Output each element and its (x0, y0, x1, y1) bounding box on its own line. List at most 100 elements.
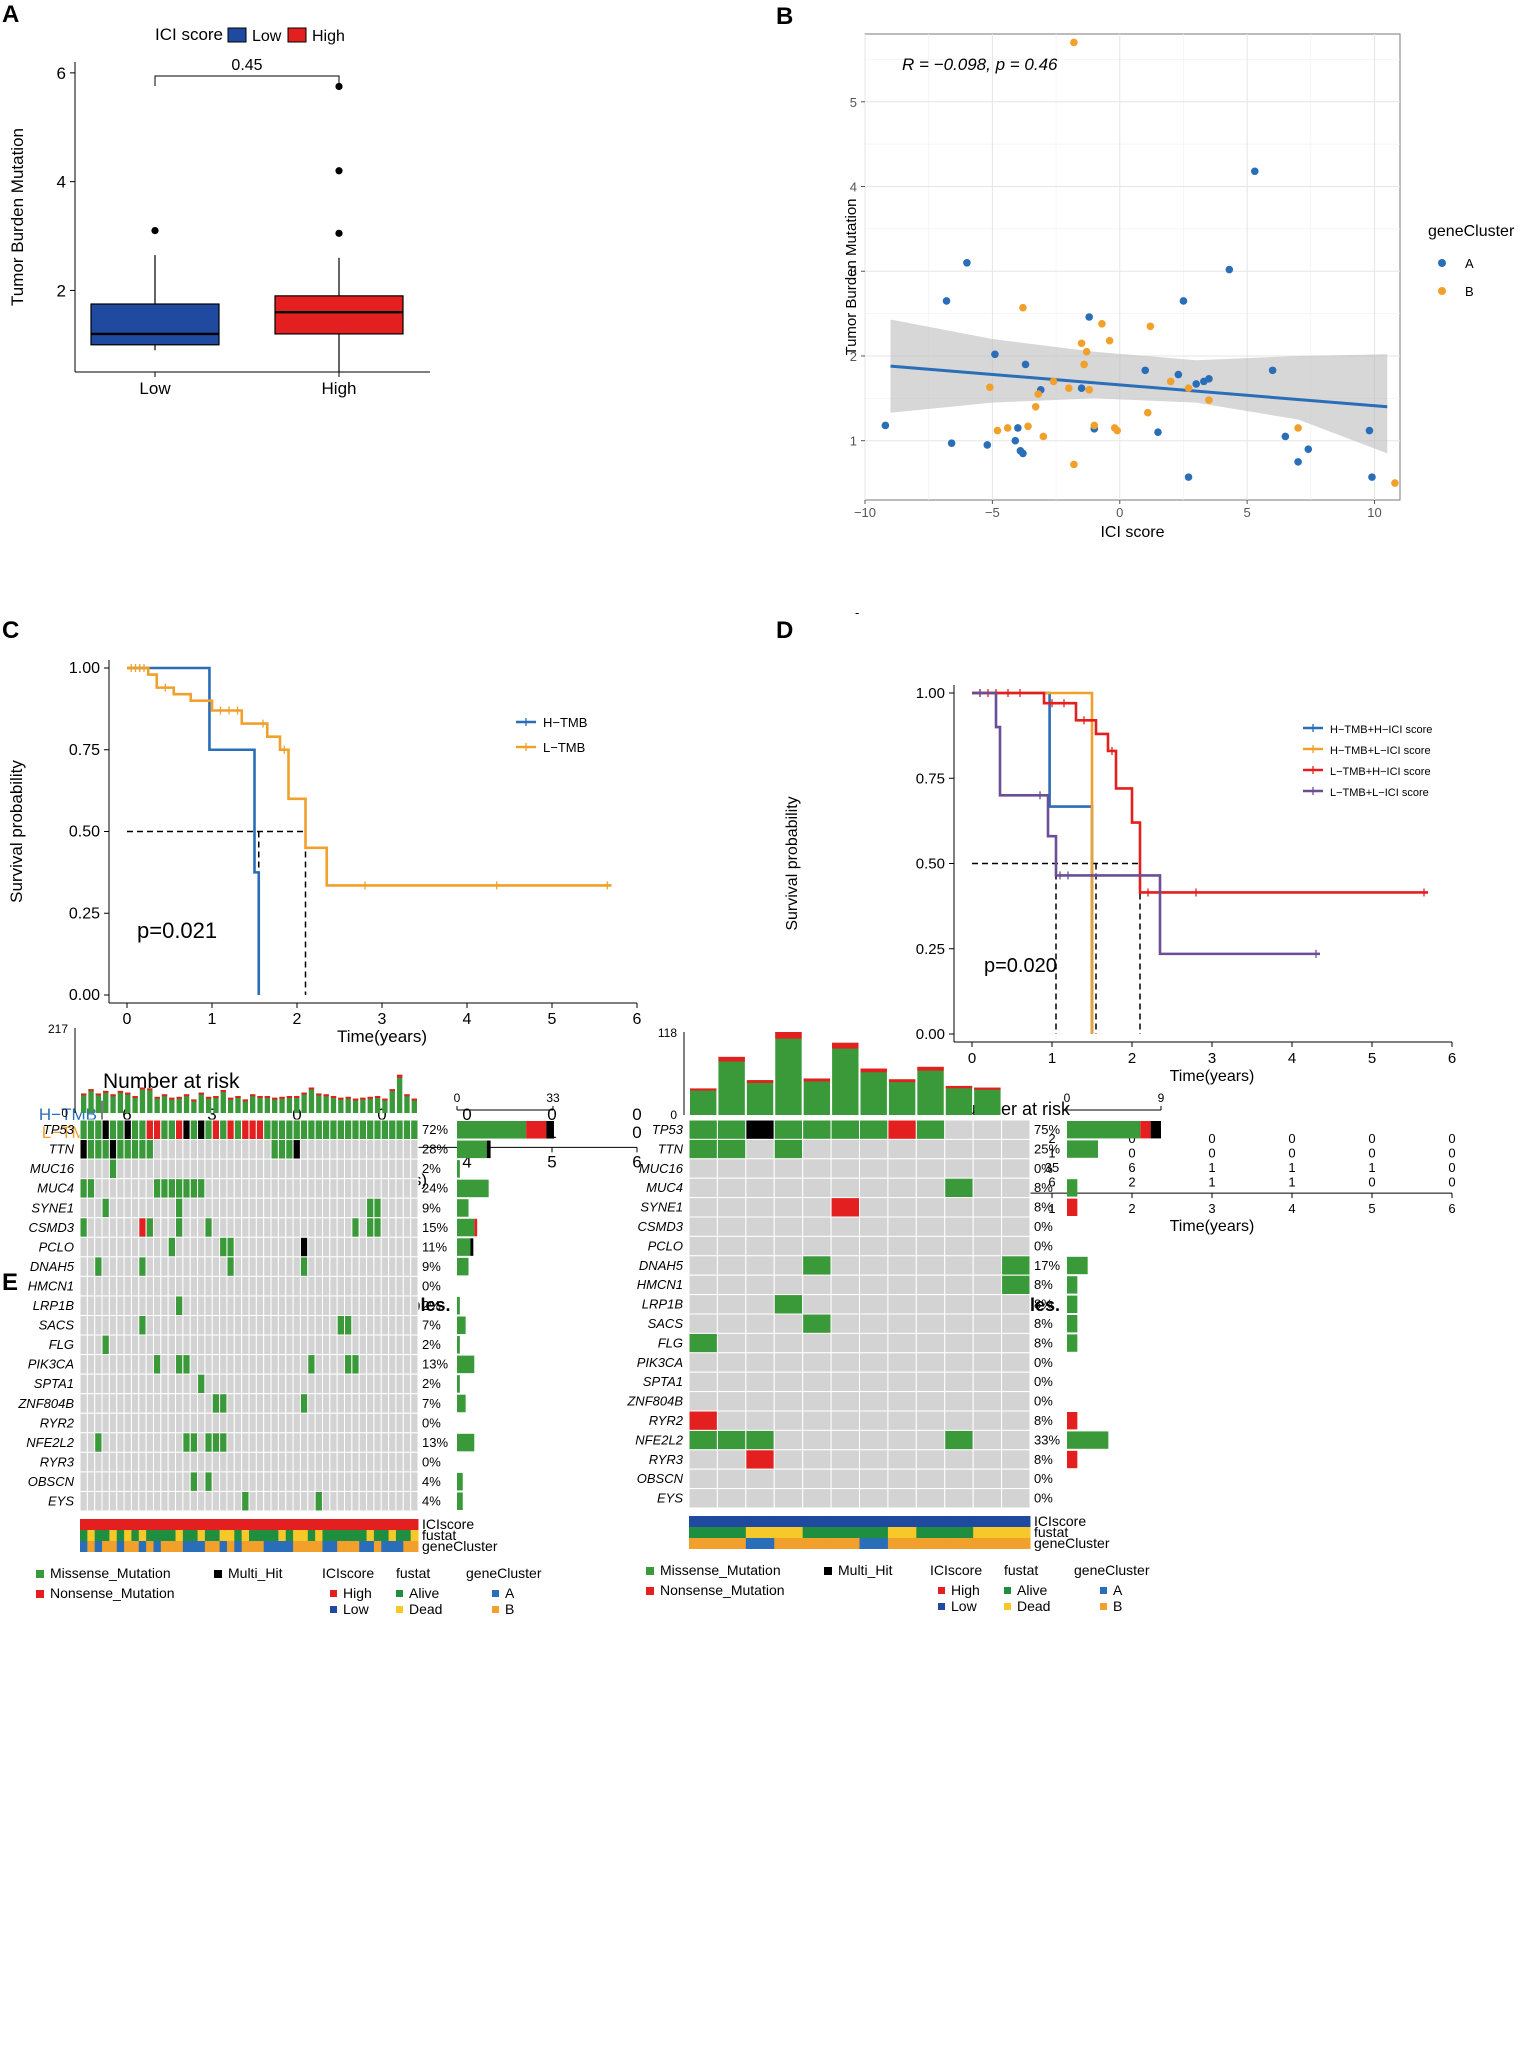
tmb-bar (301, 1092, 307, 1113)
grid-cell-empty (366, 1256, 375, 1277)
grid-cell-empty (204, 1256, 213, 1277)
grid-cell-empty (263, 1432, 272, 1453)
grid-cell-empty (830, 1216, 860, 1237)
y-tick-label: 1.00 (916, 685, 945, 702)
grid-cell-empty (366, 1432, 375, 1453)
scatter-point-b (1003, 424, 1012, 432)
annotation-cell (944, 1516, 974, 1527)
legend-high: High (951, 1582, 980, 1598)
grid-cell-empty (887, 1255, 917, 1276)
grid-cell-mutated (219, 1236, 228, 1258)
scatter-point-a (881, 421, 890, 430)
grid-cell-mutated (138, 1119, 147, 1141)
grid-cell-empty (887, 1449, 917, 1470)
grid-cell-empty (152, 1275, 162, 1297)
grid-cell-empty (1001, 1313, 1031, 1334)
grid-cell-mutated (226, 1256, 235, 1277)
gene-pct-label: 8% (1034, 1452, 1053, 1467)
annotation-cell (359, 1541, 368, 1552)
grid-cell-empty (745, 1158, 775, 1179)
tmb-bar-nonsense (242, 1099, 248, 1102)
grid-cell-empty (270, 1432, 279, 1453)
grid-cell-empty (189, 1393, 199, 1414)
grid-cell-mutated (329, 1119, 338, 1141)
grid-cell-empty (160, 1236, 169, 1258)
grid-cell-empty (79, 1334, 88, 1356)
grid-cell-empty (688, 1391, 718, 1412)
grid-cell-empty (285, 1197, 294, 1219)
y-tick-label: 2 (57, 281, 66, 300)
grid-cell-empty (336, 1178, 346, 1199)
risk-x-tick-label: 4 (1288, 1201, 1295, 1216)
grid-cell-empty (145, 1197, 154, 1219)
grid-cell-empty (299, 1432, 309, 1453)
grid-cell-empty (344, 1139, 353, 1160)
regression-line (890, 364, 1388, 409)
grid-cell-mutated (123, 1119, 132, 1141)
grid-cell-empty (167, 1412, 177, 1434)
tmb-bar-nonsense (139, 1087, 146, 1090)
grid-cell-empty (688, 1235, 718, 1257)
grid-cell-empty (160, 1354, 169, 1375)
annotation-cell (307, 1519, 316, 1530)
grid-cell-empty (358, 1354, 368, 1375)
grid-cell-empty (395, 1373, 404, 1395)
tmb-bar (117, 1090, 124, 1113)
panel-label-d: D (776, 617, 793, 644)
annotation-cell (315, 1519, 323, 1530)
grid-cell-empty (859, 1274, 889, 1296)
grid-cell-mutated (716, 1119, 747, 1140)
side-bar-segment (457, 1218, 475, 1237)
grid-cell-empty (859, 1177, 889, 1199)
grid-cell-empty (972, 1332, 1003, 1354)
grid-cell-empty (285, 1412, 294, 1434)
grid-cell-empty (189, 1236, 199, 1258)
tmb-bar-nonsense (860, 1068, 887, 1073)
grid-cell-empty (94, 1158, 103, 1180)
grid-cell-empty (270, 1275, 279, 1297)
grid-cell-mutated (716, 1429, 747, 1451)
annotation-cell (388, 1530, 397, 1541)
grid-cell-empty (388, 1295, 397, 1316)
scatter-point-b (1166, 377, 1175, 386)
grid-cell-empty (344, 1217, 353, 1238)
grid-cell-empty (175, 1315, 184, 1336)
grid-cell-empty (358, 1217, 368, 1238)
tmb-bar-nonsense (117, 1090, 124, 1093)
grid-cell-empty (116, 1315, 125, 1336)
annotation-cell (256, 1530, 265, 1541)
gene-pct-label: 4% (422, 1474, 441, 1489)
gene-pct-label: 7% (422, 1396, 441, 1411)
legend-nonsense: Nonsense_Mutation (50, 1585, 175, 1601)
legend-title: ICI score (155, 25, 223, 44)
grid-cell-empty (344, 1334, 353, 1356)
grid-cell-mutated (366, 1217, 375, 1238)
grid-cell-empty (130, 1334, 140, 1356)
annotation-cell (745, 1527, 775, 1538)
grid-cell-empty (101, 1471, 110, 1492)
grid-cell-empty (336, 1334, 346, 1356)
grid-cell-empty (358, 1236, 368, 1258)
grid-cell-empty (307, 1393, 316, 1414)
annotation-cell (241, 1541, 250, 1552)
tmb-bar-nonsense (250, 1094, 256, 1097)
grid-cell-empty (351, 1471, 360, 1492)
grid-cell-empty (402, 1490, 412, 1512)
scatter-point-b (1085, 386, 1093, 394)
y-tick-label: 0.00 (69, 987, 100, 1004)
grid-cell-mutated (285, 1119, 294, 1141)
grid-cell-empty (410, 1471, 419, 1492)
grid-cell-empty (830, 1235, 860, 1257)
scatter-point-b (1184, 384, 1193, 392)
annotation-cell (219, 1519, 228, 1530)
grid-cell-empty (395, 1217, 404, 1238)
legend-multi: Multi_Hit (838, 1562, 893, 1578)
grid-cell-empty (167, 1471, 177, 1492)
tmb-bar (803, 1078, 831, 1115)
grid-cell-empty (299, 1275, 309, 1297)
grid-cell-empty (1001, 1158, 1031, 1179)
tmb-bar (286, 1096, 293, 1113)
grid-cell-empty (773, 1274, 804, 1296)
grid-cell-empty (402, 1217, 412, 1238)
